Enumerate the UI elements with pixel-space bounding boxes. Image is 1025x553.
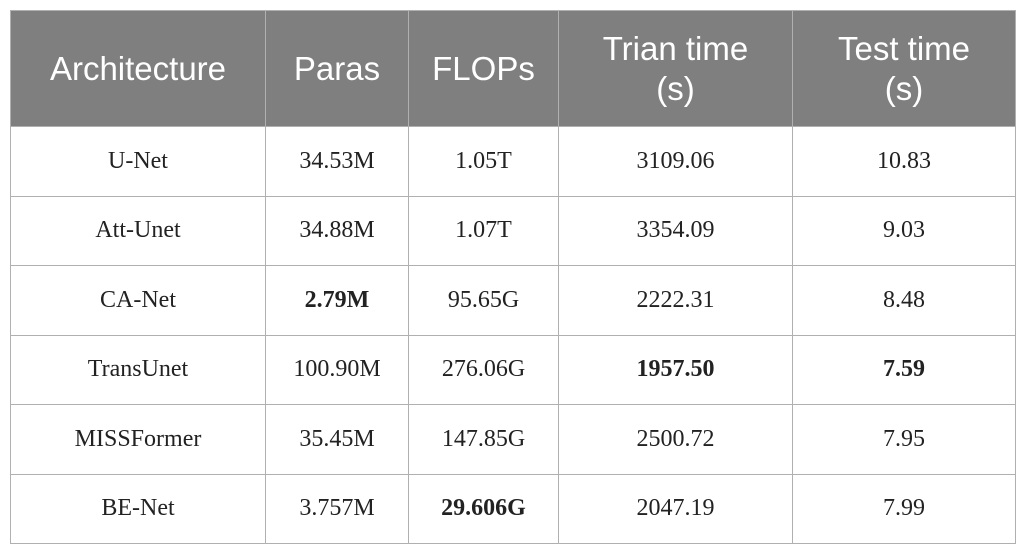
- header-cell: Architecture: [10, 10, 266, 127]
- table-cell: 2222.31: [558, 265, 793, 336]
- table-cell: 276.06G: [408, 334, 559, 405]
- header-text: FLOPs: [432, 49, 535, 87]
- header-text: Test time (s): [837, 29, 971, 107]
- table-cell: 1957.50: [558, 334, 793, 405]
- table-row: Att-Unet 34.88M 1.07T 3354.09 9.03: [10, 195, 1016, 266]
- table-body: U-Net 34.53M 1.05T 3109.06 10.83 Att-Unet 34.8…: [10, 126, 1016, 544]
- table-cell: 2047.19: [558, 473, 793, 544]
- table-cell: 100.90M: [265, 334, 409, 405]
- header-text: Architecture: [49, 49, 227, 87]
- table-cell: 3109.06: [558, 126, 793, 197]
- table-cell: BE-Net: [10, 473, 266, 544]
- table-cell: 8.48: [792, 265, 1016, 336]
- table-cell: 7.99: [792, 473, 1016, 544]
- table-cell: 3.757M: [265, 473, 409, 544]
- table-header: Architecture Paras FLOPs Trian time (s) Test…: [10, 10, 1016, 127]
- table-cell: 147.85G: [408, 404, 559, 475]
- header-text: Paras: [293, 49, 381, 87]
- header-cell: FLOPs: [408, 10, 559, 127]
- header-text: Trian time (s): [602, 29, 749, 107]
- table-cell: CA-Net: [10, 265, 266, 336]
- table-cell: 34.53M: [265, 126, 409, 197]
- table-cell: TransUnet: [10, 334, 266, 405]
- table-cell: 1.05T: [408, 126, 559, 197]
- table-row: MISSFormer 35.45M 147.85G 2500.72 7.95: [10, 404, 1016, 475]
- table-cell: 7.95: [792, 404, 1016, 475]
- header-cell: Paras: [265, 10, 409, 127]
- table-cell: 1.07T: [408, 195, 559, 266]
- table-cell: 95.65G: [408, 265, 559, 336]
- table-row: CA-Net 2.79M 95.65G 2222.31 8.48: [10, 265, 1016, 336]
- table-cell: 10.83: [792, 126, 1016, 197]
- table-cell: U-Net: [10, 126, 266, 197]
- table-cell: 2500.72: [558, 404, 793, 475]
- table-cell: Att-Unet: [10, 195, 266, 266]
- results-table: Architecture Paras FLOPs Trian time (s) Test…: [10, 10, 1016, 544]
- table-cell: 2.79M: [265, 265, 409, 336]
- table-cell: 7.59: [792, 334, 1016, 405]
- table-cell: 9.03: [792, 195, 1016, 266]
- header-cell: Trian time (s): [558, 10, 793, 127]
- table-cell: 3354.09: [558, 195, 793, 266]
- table-row: U-Net 34.53M 1.05T 3109.06 10.83: [10, 126, 1016, 197]
- table-row: BE-Net 3.757M 29.606G 2047.19 7.99: [10, 473, 1016, 544]
- table-cell: 34.88M: [265, 195, 409, 266]
- table-row: TransUnet 100.90M 276.06G 1957.50 7.59: [10, 334, 1016, 405]
- table-cell: 35.45M: [265, 404, 409, 475]
- table-cell: MISSFormer: [10, 404, 266, 475]
- header-row: Architecture Paras FLOPs Trian time (s) Test…: [10, 10, 1016, 127]
- table-cell: 29.606G: [408, 473, 559, 544]
- header-cell: Test time (s): [792, 10, 1016, 127]
